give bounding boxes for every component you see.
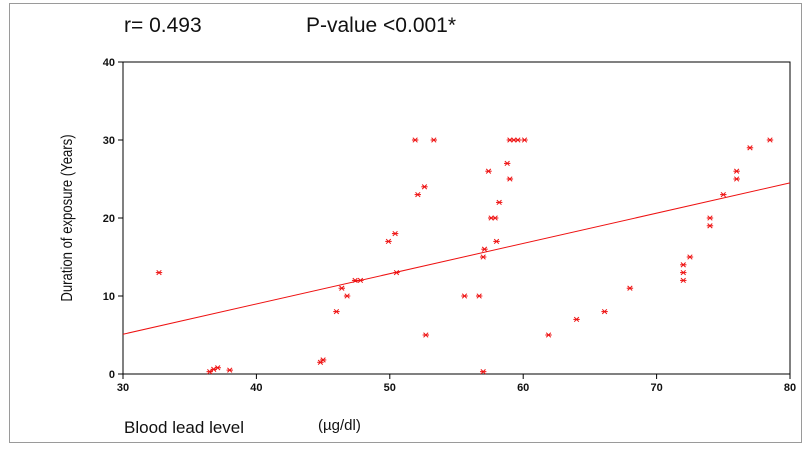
data-point	[706, 215, 714, 221]
plot-area	[122, 61, 791, 375]
x-tick-label: 40	[250, 382, 262, 394]
data-point	[491, 215, 499, 221]
data-point	[226, 367, 233, 373]
data-point	[680, 277, 687, 284]
data-point	[521, 137, 528, 143]
data-point	[514, 137, 522, 143]
data-point	[155, 269, 163, 276]
x-tick-label: 50	[384, 382, 396, 394]
data-point	[461, 293, 468, 299]
data-point	[506, 176, 514, 182]
data-point	[686, 254, 694, 260]
data-point	[545, 332, 552, 338]
data-point	[485, 168, 492, 174]
y-tick-label: 0	[109, 369, 115, 381]
x-tick-label: 80	[784, 382, 796, 394]
y-tick-label: 10	[103, 291, 115, 303]
x-axis-label: Blood lead level	[124, 418, 245, 437]
data-point	[503, 160, 511, 167]
data-point	[343, 293, 351, 299]
data-point	[706, 223, 714, 229]
data-point	[680, 269, 687, 276]
p-value: P-value <0.001*	[306, 14, 457, 37]
correlation-coefficient: r= 0.493	[124, 14, 202, 37]
data-point	[479, 254, 487, 260]
data-point	[493, 238, 500, 245]
axis-ticks: 30 40 50 60 70 80 0 10 20 30 40	[103, 57, 796, 394]
y-tick-label: 40	[103, 57, 115, 69]
x-tick-label: 30	[117, 382, 129, 394]
data-points	[155, 137, 774, 375]
data-point	[214, 365, 221, 371]
trendline	[122, 182, 791, 335]
data-point	[733, 176, 740, 182]
x-axis-unit: (µg/dl)	[318, 417, 361, 434]
data-point	[601, 308, 608, 315]
data-point	[411, 137, 419, 143]
data-point	[319, 357, 327, 363]
data-point	[385, 238, 392, 245]
data-point	[421, 184, 428, 190]
data-point	[481, 246, 488, 252]
data-point	[479, 369, 487, 375]
y-axis-label: Duration of exposure (Years)	[59, 134, 76, 301]
data-point	[573, 316, 580, 323]
data-point	[338, 285, 345, 291]
data-point	[720, 191, 727, 198]
data-point	[746, 145, 754, 151]
y-tick-label: 20	[103, 213, 115, 225]
data-point	[766, 137, 774, 143]
data-point	[333, 308, 340, 315]
data-point	[626, 285, 634, 291]
x-tick-label: 60	[517, 382, 529, 394]
trendline-group	[122, 182, 791, 335]
data-point	[422, 332, 430, 338]
data-point	[733, 168, 740, 174]
data-point	[414, 191, 422, 198]
data-point	[680, 262, 687, 268]
x-tick-label: 70	[650, 382, 662, 394]
y-tick-label: 30	[103, 135, 115, 147]
data-point	[495, 199, 503, 206]
data-point	[475, 293, 483, 299]
data-point	[430, 137, 438, 143]
data-point	[391, 230, 399, 237]
